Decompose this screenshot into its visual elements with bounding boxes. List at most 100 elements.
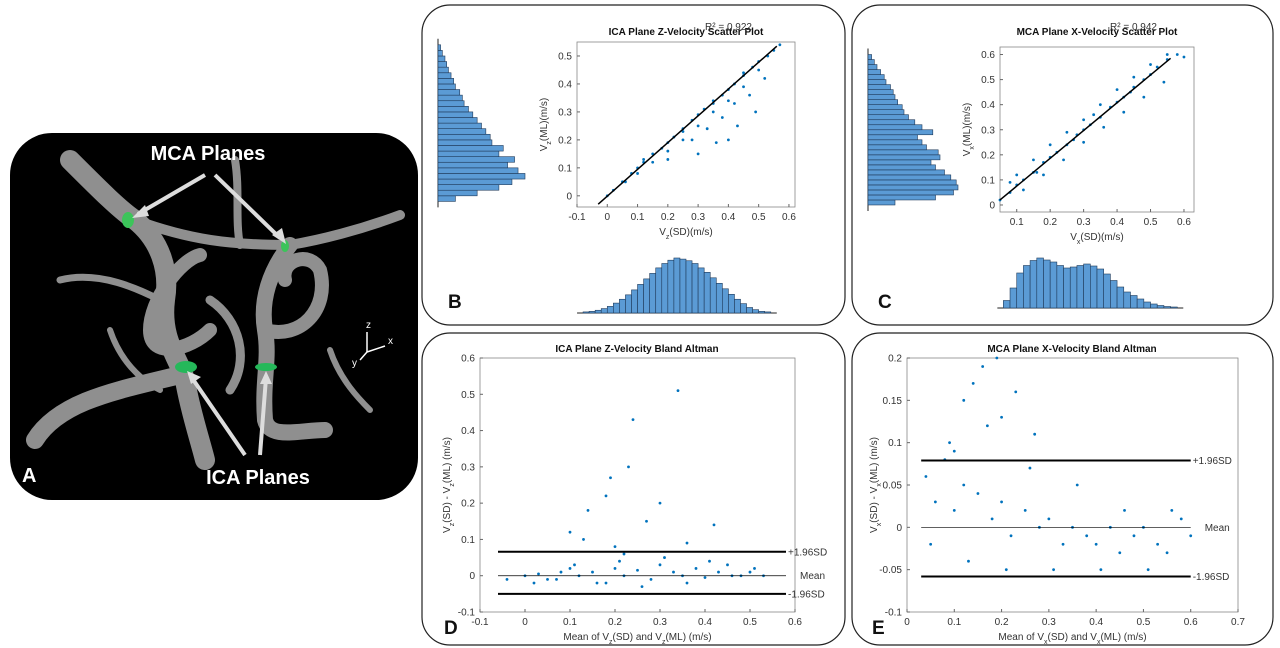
x-axis-label-part: Mean of V [563,632,609,643]
x-tick-label: 0.6 [788,617,802,628]
hist-bar [867,54,872,60]
point [604,581,608,585]
point [1189,534,1193,538]
x-axis-label: Vx(SD)(m/s) [1070,232,1124,246]
hist-bar [437,55,446,62]
x-tick-label: 0 [904,617,910,628]
hist-bar [867,119,916,126]
hist-bar [619,298,626,314]
point [685,541,689,545]
point [1085,534,1089,538]
x-tick-label: 0.1 [563,617,577,628]
point [627,465,630,469]
y-tick-label: 0.1 [888,438,902,449]
hist-bar [437,66,449,74]
x-tick-label: 0.2 [608,617,622,628]
hist-bar [752,309,759,314]
y-tick-label: 0.6 [981,50,995,61]
x-tick-label: 0.2 [1043,217,1057,228]
point [712,523,716,527]
x-tick-label: 0.1 [947,617,961,628]
reference-label: -1.96SD [788,589,825,600]
point [555,577,558,581]
hist-bar [1049,261,1058,309]
point [995,356,999,360]
point [1009,534,1013,538]
y-tick-label: 0.2 [461,499,475,510]
y-tick-label: -0.05 [879,565,902,576]
x-tick-label: 0.1 [631,212,645,223]
hist-bar [867,64,878,70]
point [642,158,646,161]
point [1170,509,1174,512]
x-axis-label-part: V [1070,232,1077,243]
y-axis-label-part: x [969,146,976,150]
hist-bar [1083,263,1091,309]
point [1082,118,1086,122]
y-axis-label-part: (ML)(m/s) [539,98,550,141]
point [976,492,980,495]
y-tick-label: -0.1 [458,608,476,619]
plot-area [576,41,796,208]
y-tick-label: 0 [566,191,572,202]
point [532,581,536,585]
y-axis-label-part: z [546,141,553,145]
point [640,585,644,588]
point [1062,158,1065,162]
arrows [136,173,282,457]
r-squared: R² = 0.922 [705,22,752,33]
y-axis-label-part: z [449,483,456,487]
hist-bar [1110,280,1118,309]
orientation-axes [359,332,386,361]
point [613,545,617,549]
reference-label: Mean [1205,523,1230,534]
hist-bar [1096,268,1104,309]
point [763,76,767,80]
point [618,559,621,563]
x-tick-label: 0.4 [1089,617,1103,628]
hist-bar [1143,301,1151,309]
x-axis-label-part: z [666,234,670,241]
x-axis-label-part: (SD)(m/s) [1080,232,1123,243]
ica-plane [255,363,277,371]
x-axis-label-part: z [609,639,613,646]
fit-line [999,57,1172,201]
hist-bar [867,179,957,186]
y-axis-label-part: x [876,483,883,487]
hist-bar [594,309,602,314]
hist-bar [1103,273,1111,309]
hist-bar [867,59,875,65]
point [981,365,985,368]
point [1065,130,1069,134]
hist-bar [1123,291,1131,309]
mca-plane [122,212,134,228]
hist-bar [867,89,894,95]
point [696,152,700,156]
x-tick-label: 0.4 [1110,217,1124,228]
hist-bar [1003,300,1011,309]
hist-bar [437,128,487,135]
point [717,570,720,574]
hist-bar [734,298,741,314]
point [613,567,617,570]
point [658,563,662,567]
point [714,141,718,145]
y-tick-label: 0.05 [883,481,903,492]
point [1052,568,1055,572]
x-tick-label: 0.7 [1231,617,1245,628]
point [1035,170,1039,174]
point [595,581,599,585]
y-axis-label-part: V [442,526,453,533]
point [1165,551,1169,555]
mca-label: MCA Planes [151,143,266,165]
hist-bar [703,271,711,314]
point [636,568,639,572]
hist-bar [722,288,729,314]
point [666,149,670,153]
hist-bar [637,284,644,314]
y-tick-label: 0.5 [981,75,995,86]
hist-bar [715,282,723,314]
point [685,581,689,585]
x-axis-label-part: (SD) and V [1048,632,1098,643]
point [1082,140,1086,144]
